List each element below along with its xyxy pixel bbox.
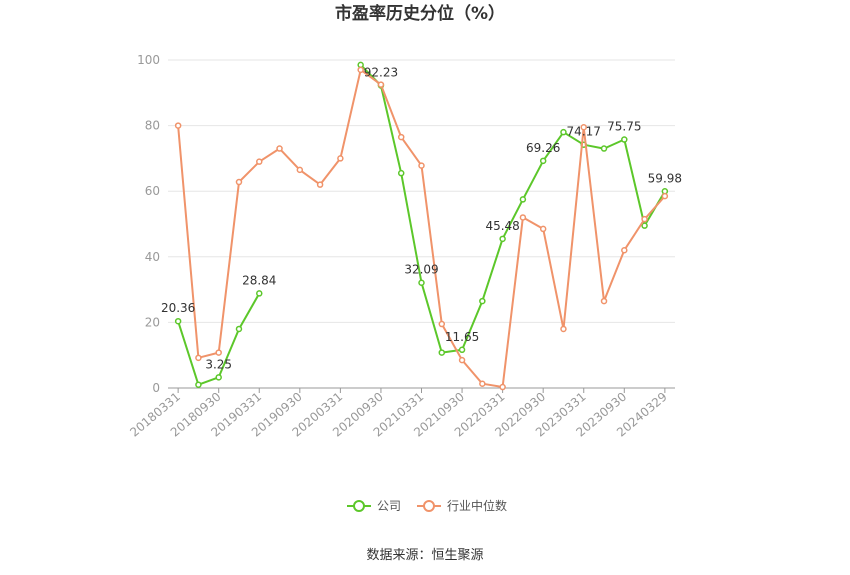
y-tick-label: 20 <box>145 315 160 329</box>
data-point <box>377 81 385 88</box>
x-axis: 2018033120180930201903312019093020200331… <box>127 387 675 440</box>
data-point <box>458 346 466 354</box>
data-point <box>174 317 182 325</box>
data-label: 74.17 <box>567 125 601 139</box>
legend-item-0[interactable]: 公司 <box>347 499 401 513</box>
data-point <box>215 374 222 381</box>
data-point <box>621 246 628 254</box>
series-0 <box>174 61 669 388</box>
data-point <box>195 354 202 362</box>
grid <box>168 59 675 323</box>
y-tick-label: 60 <box>145 184 160 198</box>
legend-item-1[interactable]: 行业中位数 <box>417 498 507 513</box>
data-label: 75.75 <box>607 120 641 134</box>
series-line <box>359 64 666 354</box>
data-point <box>560 325 567 333</box>
data-point <box>256 290 263 297</box>
data-labels: 20.36 3.25 28.84 92.23 32.09 11.65 45.48 69.26 7… <box>161 65 682 371</box>
series-1 <box>174 66 669 391</box>
data-point <box>174 122 182 129</box>
data-point <box>458 356 466 364</box>
data-point <box>539 225 547 233</box>
series-layer <box>174 61 669 391</box>
data-point <box>397 169 405 177</box>
data-point <box>296 166 304 174</box>
data-point <box>539 157 547 165</box>
data-point <box>418 162 425 169</box>
data-point <box>560 128 567 136</box>
data-point <box>195 381 202 388</box>
data-point <box>316 181 324 188</box>
legend-swatch-marker <box>423 500 435 512</box>
data-point <box>479 297 486 305</box>
data-point <box>519 196 527 203</box>
y-tick-label: 40 <box>145 250 160 264</box>
data-point <box>641 215 648 223</box>
data-label: 20.36 <box>161 301 195 315</box>
data-point <box>235 325 243 333</box>
data-label: 32.09 <box>404 263 438 277</box>
legend-label: 公司 <box>377 499 401 513</box>
source-note: 数据来源：恒生聚源 <box>366 548 483 563</box>
series-line <box>177 68 666 388</box>
data-point <box>397 133 405 141</box>
data-point <box>337 155 344 162</box>
data-point <box>479 380 486 387</box>
data-point <box>519 214 527 221</box>
data-point <box>600 297 608 305</box>
legend-swatch-marker <box>353 500 365 512</box>
chart-title: 市盈率历史分位（%） <box>335 3 505 24</box>
data-point <box>357 66 364 74</box>
data-point <box>276 145 283 152</box>
y-axis: 0 20 40 60 80 100 <box>137 53 160 395</box>
data-point <box>235 178 243 186</box>
data-point <box>661 192 669 200</box>
data-point <box>438 320 446 328</box>
legend-label: 行业中位数 <box>447 498 507 513</box>
y-tick-label: 80 <box>145 119 160 133</box>
data-point <box>641 222 648 229</box>
data-point <box>580 123 587 131</box>
data-point <box>215 349 222 356</box>
data-point <box>256 158 263 165</box>
y-tick-label: 0 <box>152 381 160 395</box>
data-label: 3.25 <box>205 357 232 371</box>
data-point <box>499 383 506 391</box>
data-label: 45.48 <box>485 219 519 233</box>
data-label: 28.84 <box>242 273 276 287</box>
data-point <box>438 349 446 356</box>
legend[interactable]: 公司 行业中位数 <box>347 498 507 513</box>
data-point <box>600 145 608 152</box>
data-point <box>499 235 506 243</box>
data-label: 11.65 <box>445 330 479 344</box>
data-point <box>621 136 628 143</box>
data-label: 69.26 <box>526 141 560 155</box>
data-label: 59.98 <box>648 171 682 185</box>
data-label: 92.23 <box>364 65 398 79</box>
data-point <box>418 279 425 286</box>
y-tick-label: 100 <box>137 53 160 67</box>
